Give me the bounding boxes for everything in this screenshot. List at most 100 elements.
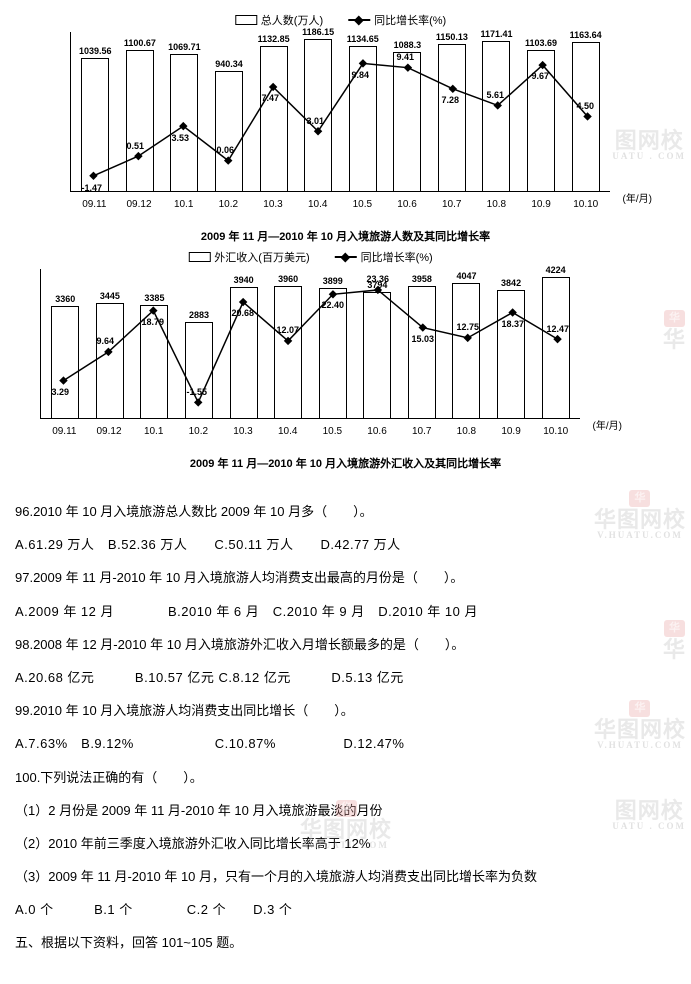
- bar: [274, 286, 302, 418]
- x-tick-label: 10.10: [563, 199, 608, 210]
- line-value-label: 9.84: [352, 70, 370, 80]
- x-tick-label: 10.5: [310, 426, 355, 437]
- x-tick-label: 10.7: [429, 199, 474, 210]
- q100-s2: （2）2010 年前三季度入境旅游外汇收入同比增长率高于 12%: [15, 828, 676, 859]
- bar-group: 3960: [266, 286, 311, 418]
- x-axis-title: (年/月): [623, 190, 652, 205]
- bar-group: 3958: [400, 286, 445, 418]
- x-tick-label: 10.3: [251, 199, 296, 210]
- chart-tourists: 总人数(万人) 同比增长率(%) 1039.561100.671069.7194…: [70, 32, 610, 192]
- bar-group: 2883: [177, 322, 222, 418]
- bar: [230, 287, 258, 418]
- bar-group: 3445: [88, 303, 133, 418]
- q100-s1: （1）2 月份是 2009 年 11 月-2010 年 10 月入境旅游最淡的月…: [15, 795, 676, 826]
- x-tick-label: 10.2: [176, 426, 221, 437]
- x-tick-label: 10.9: [489, 426, 534, 437]
- line-value-label: 7.47: [262, 93, 280, 103]
- bar: [215, 71, 243, 191]
- q99-options: A.7.63% B.9.12% C.10.87% D.12.47%: [15, 728, 676, 759]
- x-tick-label: 10.1: [161, 199, 206, 210]
- line-value-label: 22.40: [322, 300, 345, 310]
- bar-value-label: 1088.3: [394, 40, 422, 50]
- line-value-label: 18.37: [502, 319, 525, 329]
- chart2-xlabels: 09.1109.1210.110.210.310.410.510.610.710…: [40, 424, 580, 437]
- bar-value-label: 1163.64: [570, 30, 602, 40]
- x-tick-label: 09.11: [72, 199, 117, 210]
- x-tick-label: 10.8: [474, 199, 519, 210]
- bar-value-label: 1171.41: [480, 29, 512, 39]
- bar: [572, 42, 600, 191]
- q96-options: A.61.29 万人 B.52.36 万人 C.50.11 万人 D.42.77…: [15, 529, 676, 560]
- legend-bar-label: 外汇收入(百万美元): [214, 249, 309, 265]
- bar-group: 1039.56: [73, 58, 118, 191]
- line-value-label: 7.28: [442, 95, 460, 105]
- bar-value-label: 3960: [278, 274, 298, 284]
- x-tick-label: 09.12: [117, 199, 162, 210]
- bar-group: 1100.67: [118, 50, 163, 191]
- line-value-label: 12.07: [277, 325, 300, 335]
- bar-group: 3360: [43, 306, 88, 418]
- bar: [542, 277, 570, 418]
- x-tick-label: 10.3: [221, 426, 266, 437]
- bar-group: 1150.13: [430, 44, 475, 191]
- bar: [349, 46, 377, 191]
- bar: [452, 283, 480, 418]
- legend-line-label: 同比增长率(%): [374, 12, 446, 28]
- chart1-legend: 总人数(万人) 同比增长率(%): [235, 12, 446, 28]
- x-tick-label: 10.10: [533, 426, 578, 437]
- line-value-label: 18.79: [142, 317, 165, 327]
- line-value-label: 12.47: [547, 324, 570, 334]
- x-axis-title: (年/月): [593, 417, 622, 432]
- bar-group: 1171.41: [474, 41, 519, 191]
- q96-stem: 96.2010 年 10 月入境旅游总人数比 2009 年 10 月多（ ）。: [15, 496, 676, 527]
- bar-group: 1163.64: [563, 42, 608, 191]
- bar-value-label: 940.34: [215, 59, 243, 69]
- x-tick-label: 10.6: [385, 199, 430, 210]
- bar-value-label: 1069.71: [168, 42, 201, 52]
- line-value-label: 3.01: [307, 116, 325, 126]
- bar-group: 1134.65: [340, 46, 385, 191]
- bar: [126, 50, 154, 191]
- bar-value-label: 4224: [546, 265, 566, 275]
- chart1-title: 2009 年 11 月—2010 年 10 月入境旅游人数及其同比增长率: [0, 228, 691, 244]
- bar: [51, 306, 79, 418]
- bar-value-label: 3899: [323, 276, 343, 286]
- bar-value-label: 3385: [144, 293, 164, 303]
- x-tick-label: 10.1: [131, 426, 176, 437]
- bar-value-label: 3940: [234, 275, 254, 285]
- bar-group: 4047: [444, 283, 489, 418]
- x-tick-label: 10.8: [444, 426, 489, 437]
- line-value-label: 0.06: [217, 145, 235, 155]
- line-value-label: 9.64: [97, 336, 115, 346]
- bar: [497, 290, 525, 418]
- x-tick-label: 10.5: [340, 199, 385, 210]
- legend-line-label: 同比增长率(%): [361, 249, 433, 265]
- bar-value-label: 3958: [412, 274, 432, 284]
- q98-options: A.20.68 亿元 B.10.57 亿元 C.8.12 亿元 D.5.13 亿…: [15, 662, 676, 693]
- line-value-label: -1.47: [82, 183, 103, 193]
- bar-group: 1069.71: [162, 54, 207, 191]
- bar-value-label: 4047: [456, 271, 476, 281]
- bar-group: 1088.3: [385, 52, 430, 191]
- bar-group: 3940: [221, 287, 266, 418]
- q97-stem: 97.2009 年 11 月-2010 年 10 月入境旅游人均消费支出最高的月…: [15, 562, 676, 593]
- bar: [482, 41, 510, 191]
- bar-group: 940.34: [207, 71, 252, 191]
- bar-value-label: 3445: [100, 291, 120, 301]
- x-tick-label: 10.9: [519, 199, 564, 210]
- bar-value-label: 1039.56: [79, 46, 112, 56]
- bar-value-label: 1132.85: [258, 34, 290, 44]
- line-value-label: -1.55: [187, 387, 208, 397]
- x-tick-label: 10.6: [355, 426, 400, 437]
- watermark: 图网校UATU . COM: [612, 130, 686, 161]
- q100-stem: 100.下列说法正确的有（ ）。: [15, 762, 676, 793]
- x-tick-label: 10.4: [295, 199, 340, 210]
- bar-value-label: 3360: [55, 294, 75, 304]
- bar: [96, 303, 124, 418]
- line-value-label: 0.51: [127, 141, 145, 151]
- chart2-legend: 外汇收入(百万美元) 同比增长率(%): [188, 249, 432, 265]
- x-tick-label: 10.7: [399, 426, 444, 437]
- line-value-label: 3.29: [52, 387, 70, 397]
- line-value-label: 9.67: [532, 71, 550, 81]
- line-value-label: 9.41: [397, 52, 415, 62]
